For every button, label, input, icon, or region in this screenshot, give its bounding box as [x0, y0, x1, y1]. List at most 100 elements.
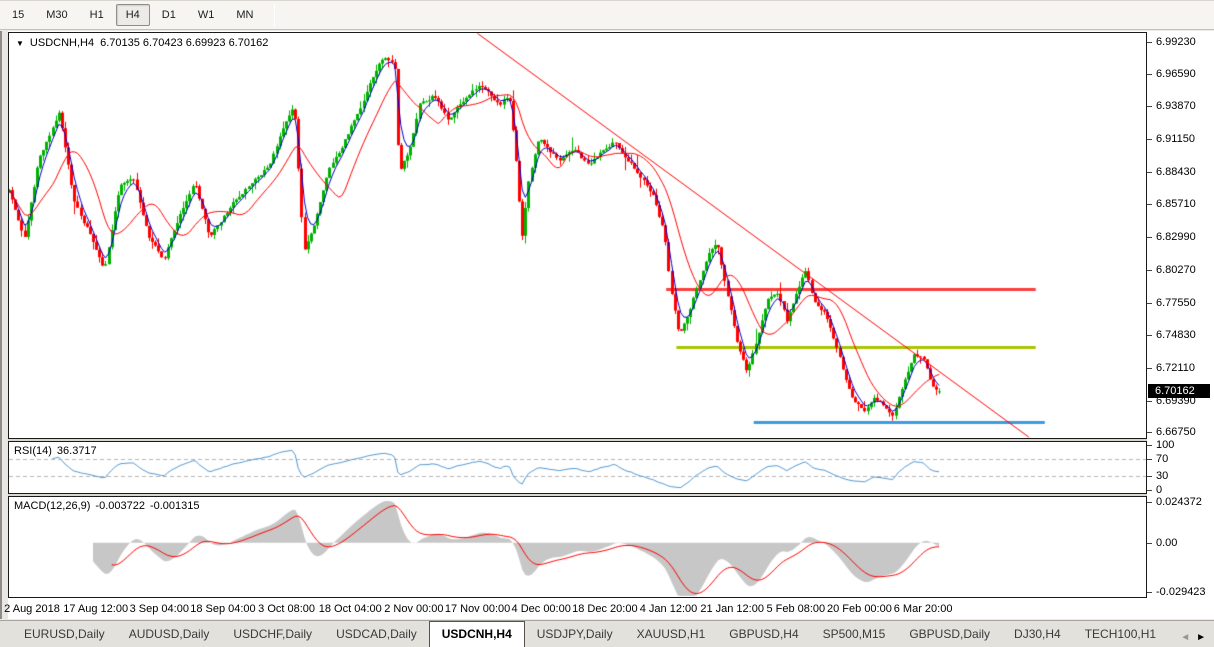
macd-canvas[interactable] — [9, 497, 1146, 597]
time-axis-label: 4 Dec 00:00 — [511, 603, 571, 615]
axis-tick — [1147, 172, 1152, 173]
macd-label: MACD(12,26,9) -0.003722 -0.001315 — [14, 500, 205, 512]
tab-tech100-h1[interactable]: TECH100,H1 — [1084, 627, 1157, 641]
axis-tick — [1147, 401, 1152, 402]
axis-tick — [1147, 459, 1152, 460]
tab-ukc[interactable]: UKC — [1168, 622, 1174, 647]
axis-tick — [1147, 139, 1152, 140]
axis-tick — [1147, 543, 1152, 544]
rsi-value: 36.3717 — [56, 445, 97, 457]
pane-splitter-macd[interactable] — [8, 494, 1147, 496]
axis-tick — [1147, 592, 1152, 593]
tab-scroll-right-icon[interactable]: ► — [1196, 632, 1206, 643]
window-left-frame — [0, 31, 8, 619]
time-axis-label: 5 Feb 08:00 — [766, 603, 826, 615]
price-axis-label: 6.66750 — [1156, 426, 1196, 438]
axis-tick — [1147, 106, 1152, 107]
tab-usdchf-daily[interactable]: USDCHF,Daily — [233, 627, 313, 641]
tab-usdcnh-h4[interactable]: USDCNH,H4 — [428, 621, 525, 647]
tab-usdjpy-daily[interactable]: USDJPY,Daily — [536, 627, 613, 641]
price-axis-label: 6.77550 — [1156, 297, 1196, 309]
tab-audusd-daily[interactable]: AUDUSD,Daily — [128, 627, 210, 641]
time-axis-label: 3 Sep 04:00 — [129, 603, 189, 615]
price-chart-canvas[interactable] — [9, 33, 1146, 438]
chart-ohlc-values: 6.70135 6.70423 6.69923 6.70162 — [100, 37, 269, 49]
timeframe-w1[interactable]: W1 — [197, 9, 215, 21]
rsi-label: RSI(14) 36.3717 — [14, 445, 102, 457]
macd-name: MACD(12,26,9) — [14, 500, 91, 512]
tab-sp500-m15[interactable]: SP500,M15 — [822, 627, 886, 641]
tab-eurusd-daily[interactable]: EURUSD,Daily — [24, 627, 105, 641]
timeframe-mn[interactable]: MN — [236, 9, 254, 21]
chart-title: ▼ USDCNH,H4 6.70135 6.70423 6.69923 6.70… — [16, 37, 268, 49]
current-price-tag: 6.70162 — [1148, 384, 1210, 398]
toolbar-separator — [274, 4, 276, 26]
timeframe-15[interactable]: 15 — [12, 9, 25, 21]
axis-tick — [1147, 204, 1152, 205]
macd-axis-label: -0.029423 — [1156, 586, 1206, 598]
price-axis-label: 6.91150 — [1156, 133, 1195, 145]
axis-tick — [1147, 270, 1152, 271]
chart-dropdown-icon[interactable]: ▼ — [16, 38, 24, 48]
price-pane[interactable]: ▼ USDCNH,H4 6.70135 6.70423 6.69923 6.70… — [8, 32, 1147, 439]
timeframe-h4[interactable]: H4 — [115, 4, 150, 26]
axis-tick — [1147, 476, 1152, 477]
timeframe-toolbar: 15 M30 H1 H4 D1 W1 MN — [0, 0, 1214, 30]
axis-tick — [1147, 445, 1152, 446]
axis-tick — [1147, 335, 1152, 336]
tab-scroll-left-icon[interactable]: ◄ — [1180, 632, 1191, 643]
time-axis-label: 18 Oct 04:00 — [318, 603, 382, 615]
rsi-axis-label: 0 — [1156, 484, 1163, 496]
timeframe-h1[interactable]: H1 — [89, 9, 104, 21]
axis-tick — [1147, 237, 1152, 238]
axis-tick — [1147, 490, 1152, 491]
time-axis-label: 4 Jan 12:00 — [639, 603, 698, 615]
tab-xauusd-h1[interactable]: XAUUSD,H1 — [636, 627, 706, 641]
time-axis-label: 18 Sep 04:00 — [190, 603, 256, 615]
rsi-axis-label: 30 — [1156, 470, 1169, 482]
chart-tabs: EURUSD,Daily AUDUSD,Daily USDCHF,Daily USDC… — [0, 621, 1174, 647]
time-axis-label: 17 Nov 00:00 — [444, 603, 511, 615]
axis-tick — [1147, 432, 1152, 433]
axis-tick — [1147, 303, 1152, 304]
time-axis-label: 3 Oct 08:00 — [258, 603, 316, 615]
price-axis-label: 6.88430 — [1156, 166, 1196, 178]
tab-gbpusd-daily[interactable]: GBPUSD,Daily — [909, 627, 991, 641]
tab-dj30-h4[interactable]: DJ30,H4 — [1014, 627, 1061, 641]
time-axis-label: 21 Jan 12:00 — [700, 603, 764, 615]
tab-gbpusd-h4[interactable]: GBPUSD,H4 — [729, 627, 799, 641]
time-axis-label: 20 Feb 00:00 — [827, 603, 892, 615]
timeframe-m30[interactable]: M30 — [46, 9, 68, 21]
macd-axis-label: 0.00 — [1156, 537, 1178, 549]
time-axis-label: 2 Aug 2018 — [4, 603, 60, 615]
price-axis-label: 6.72110 — [1156, 362, 1195, 374]
macd-value: -0.003722 — [95, 500, 145, 512]
time-axis-label: 17 Aug 12:00 — [63, 603, 129, 615]
axis-tick — [1147, 74, 1152, 75]
price-axis-label: 6.69390 — [1156, 395, 1196, 407]
pane-splitter-rsi[interactable] — [8, 439, 1147, 441]
tab-usdcad-daily[interactable]: USDCAD,Daily — [336, 627, 417, 641]
axis-tick — [1147, 42, 1152, 43]
axis-tick — [1147, 502, 1152, 503]
price-axis-label: 6.93870 — [1156, 100, 1196, 112]
axis-tick — [1147, 368, 1152, 369]
tab-scroll-buttons: ◄ ► — [1174, 632, 1214, 647]
rsi-name: RSI(14) — [14, 445, 52, 457]
chart-tab-bar: EURUSD,Daily AUDUSD,Daily USDCHF,Daily USDC… — [0, 620, 1214, 647]
chart-symbol-period: USDCNH,H4 — [29, 37, 95, 49]
price-axis-label: 6.82990 — [1156, 231, 1196, 243]
time-axis-label: 2 Nov 00:00 — [384, 603, 444, 615]
macd-axis-label: 0.024372 — [1156, 496, 1202, 508]
rsi-pane[interactable]: RSI(14) 36.3717 — [8, 441, 1147, 494]
timeframe-d1[interactable]: D1 — [161, 9, 176, 21]
time-axis[interactable]: 2 Aug 2018 17 Aug 12:00 3 Sep 04:00 18 Sep … — [4, 599, 1147, 619]
macd-pane[interactable]: MACD(12,26,9) -0.003722 -0.001315 — [8, 496, 1147, 598]
price-axis[interactable]: 6.70162 6.99230 6.96590 6.93870 6.91150 6.88… — [1147, 31, 1214, 598]
price-axis-label: 6.80270 — [1156, 264, 1196, 276]
rsi-axis-label: 100 — [1156, 439, 1175, 451]
chart-workspace: ▼ USDCNH,H4 6.70135 6.70423 6.69923 6.70… — [0, 31, 1214, 619]
time-axis-label: 18 Dec 20:00 — [572, 603, 638, 615]
rsi-canvas[interactable] — [9, 442, 1146, 493]
